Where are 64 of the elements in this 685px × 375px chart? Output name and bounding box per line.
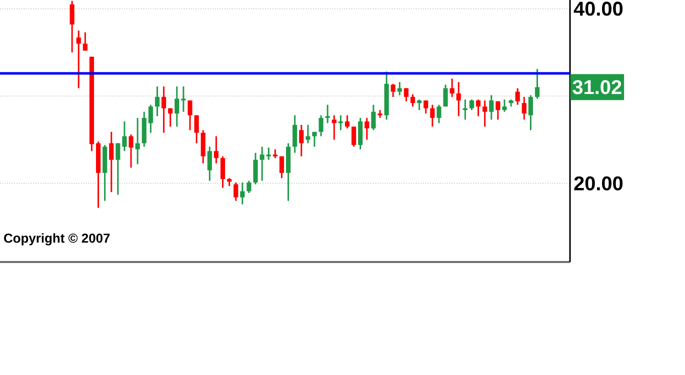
candlestick bbox=[148, 104, 153, 134]
candlestick bbox=[234, 182, 238, 202]
candlestick bbox=[299, 124, 304, 158]
candlestick bbox=[260, 146, 264, 182]
candlestick bbox=[292, 114, 298, 154]
candlestick bbox=[174, 86, 180, 128]
candlestick bbox=[352, 126, 356, 148]
candlestick bbox=[436, 104, 442, 124]
candlestick bbox=[181, 86, 186, 113]
candlestick bbox=[154, 86, 160, 117]
candlestick bbox=[443, 84, 448, 108]
candlestick bbox=[168, 108, 173, 128]
candlestick bbox=[528, 94, 533, 131]
candlestick bbox=[325, 104, 330, 124]
candlestick bbox=[417, 98, 422, 111]
candlestick bbox=[364, 117, 370, 140]
candlestick bbox=[358, 117, 363, 150]
candlestick bbox=[344, 114, 350, 130]
candlestick bbox=[424, 100, 428, 114]
candlestick bbox=[70, 0, 74, 54]
y-tick-label: 20.00 bbox=[574, 176, 623, 190]
candlestick bbox=[410, 94, 416, 108]
candlestick bbox=[522, 96, 526, 120]
candlestick bbox=[450, 78, 454, 98]
candlestick bbox=[534, 68, 540, 100]
candlestick bbox=[456, 81, 461, 117]
candlestick bbox=[109, 131, 114, 193]
candlestick bbox=[332, 114, 336, 140]
candlestick bbox=[135, 117, 140, 165]
candlestick bbox=[207, 146, 212, 182]
y-tick-label: 40.00 bbox=[574, 2, 623, 16]
candlestick bbox=[246, 180, 252, 194]
candlestick bbox=[371, 104, 376, 131]
candlestick bbox=[476, 98, 481, 117]
candlestick bbox=[194, 114, 199, 144]
candlestick bbox=[76, 30, 81, 89]
candlestick bbox=[430, 104, 435, 128]
candlestick bbox=[397, 81, 402, 96]
candlestick bbox=[318, 114, 324, 137]
candlestick bbox=[496, 100, 500, 120]
candlestick bbox=[128, 134, 134, 168]
candlestick bbox=[82, 32, 88, 52]
candlestick bbox=[122, 120, 127, 152]
annotation: Copyright © 2007 bbox=[4, 233, 110, 246]
candlestick bbox=[515, 87, 520, 106]
candlestick bbox=[253, 152, 258, 186]
candlestick bbox=[220, 156, 226, 189]
candlestick bbox=[214, 135, 218, 164]
candlestick bbox=[489, 94, 494, 120]
text: 31.02 bbox=[572, 80, 622, 94]
candlestick bbox=[279, 156, 284, 179]
candlestick bbox=[162, 86, 166, 134]
candlestick bbox=[188, 100, 192, 131]
candlestick bbox=[502, 98, 507, 113]
candlestick bbox=[306, 124, 310, 144]
candlestick bbox=[390, 83, 396, 98]
candlestick bbox=[482, 100, 488, 128]
candlestick bbox=[266, 146, 271, 161]
candlestick bbox=[240, 182, 245, 206]
candlestick bbox=[312, 131, 317, 148]
candlestick bbox=[200, 129, 206, 164]
candlestick bbox=[116, 142, 120, 196]
candlestick bbox=[404, 87, 408, 102]
candlestick bbox=[469, 98, 474, 111]
